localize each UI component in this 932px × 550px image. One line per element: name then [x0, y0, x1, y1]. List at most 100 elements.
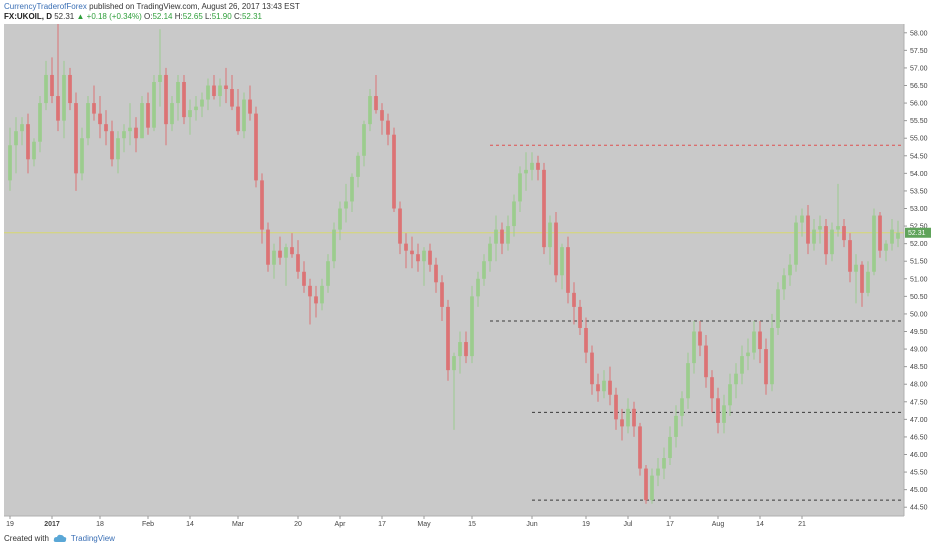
- candle-bear: [314, 296, 318, 304]
- candle-bull: [344, 201, 348, 209]
- candle-bull: [722, 405, 726, 423]
- candle-bull: [326, 261, 330, 286]
- candle-bear: [50, 74, 54, 97]
- candle-bull: [794, 222, 798, 265]
- candle-bull: [668, 436, 672, 459]
- y-tick-label: 45.50: [910, 470, 928, 477]
- candle-bear: [842, 226, 846, 241]
- candle-bull: [122, 131, 126, 139]
- x-tick-label: 19: [6, 521, 14, 528]
- candle-bull: [320, 285, 324, 304]
- candle-bear: [134, 127, 138, 139]
- candle-bear: [428, 250, 432, 265]
- candle-bull: [854, 264, 858, 272]
- candle-bull: [812, 229, 816, 244]
- x-tick-label: Feb: [142, 521, 154, 528]
- candle-bear: [386, 120, 390, 135]
- y-tick-label: 47.00: [910, 417, 928, 424]
- candle-bull: [674, 415, 678, 437]
- candle-bull: [80, 138, 84, 174]
- candle-bull: [62, 74, 66, 121]
- symbol-label: FX:UKOIL, D: [4, 12, 52, 21]
- candle-bear: [614, 394, 618, 420]
- candle-bull: [740, 356, 744, 374]
- candle-bear: [254, 113, 258, 181]
- candle-bull: [458, 342, 462, 357]
- candle-bear: [278, 250, 282, 258]
- y-tick-label: 44.50: [910, 505, 928, 512]
- x-tick-label: May: [417, 521, 431, 528]
- candle-bear: [230, 89, 234, 107]
- tradingview-link[interactable]: TradingView: [70, 534, 115, 543]
- candle-bull: [602, 380, 606, 392]
- candle-bear: [806, 215, 810, 244]
- candle-bear: [68, 74, 72, 104]
- candle-bull: [728, 384, 732, 406]
- x-tick-label: Jun: [526, 521, 537, 528]
- candle-bear: [638, 426, 642, 469]
- candle-bull: [38, 103, 42, 142]
- candle-bull: [548, 222, 552, 248]
- candle-bull: [218, 85, 222, 97]
- candle-bull: [200, 99, 204, 107]
- last-price-tag: [905, 227, 931, 238]
- candle-bear: [374, 96, 378, 111]
- candle-bull: [20, 124, 24, 132]
- plot-background: [4, 24, 904, 516]
- candle-bull: [866, 271, 870, 293]
- price-chart[interactable]: 44.50 45.00 45.50 46.00 46.50 47.00 47.50 48.00…: [0, 24, 932, 532]
- candle-bear: [392, 134, 396, 209]
- low-label: L:: [205, 12, 212, 21]
- x-tick-label: Apr: [335, 521, 347, 528]
- candle-bear: [182, 81, 186, 118]
- y-tick-label: 57.50: [910, 48, 928, 55]
- candle-bear: [98, 113, 102, 125]
- candle-bear: [74, 103, 78, 174]
- candle-bear: [296, 254, 300, 272]
- x-tick-label: Mar: [232, 521, 245, 528]
- y-tick-label: 51.00: [910, 276, 928, 283]
- candle-bull: [356, 155, 360, 177]
- candle-bull: [338, 208, 342, 230]
- y-tick-label: 49.00: [910, 347, 928, 354]
- open-value: 52.14: [152, 12, 173, 21]
- x-tick-label: 14: [186, 521, 194, 528]
- candle-bull: [530, 162, 534, 170]
- candle-bull: [32, 141, 36, 160]
- candle-bull: [188, 110, 192, 118]
- y-tick-label: 52.00: [910, 241, 928, 248]
- y-tick-label: 53.00: [910, 206, 928, 213]
- candle-bear: [710, 377, 714, 399]
- candle-bull: [152, 81, 156, 128]
- footer: Created with TradingView: [4, 534, 115, 543]
- published-text: published on TradingView.com, August 26,…: [89, 2, 300, 11]
- candle-bear: [446, 306, 450, 371]
- candle-bear: [440, 282, 444, 307]
- candle-bear: [644, 468, 648, 501]
- candle-bull: [746, 352, 750, 357]
- y-tick-label: 57.00: [910, 65, 928, 72]
- candle-bull: [350, 176, 354, 202]
- candle-bull: [626, 408, 630, 427]
- candle-bull: [488, 243, 492, 262]
- chart-header: CurrencyTraderofForex published on Tradi…: [4, 2, 924, 24]
- candle-bull: [422, 250, 426, 262]
- x-tick-label: 21: [798, 521, 806, 528]
- candle-bull: [176, 81, 180, 104]
- candle-bear: [848, 240, 852, 272]
- y-tick-label: 53.50: [910, 188, 928, 195]
- y-tick-label: 48.00: [910, 382, 928, 389]
- candle-bull: [44, 74, 48, 104]
- publisher-link[interactable]: CurrencyTraderofForex: [4, 2, 87, 11]
- candle-bull: [128, 127, 132, 132]
- high-value: 52.65: [182, 12, 203, 21]
- candle-bear: [434, 264, 438, 283]
- candle-bull: [692, 331, 696, 364]
- candle-bull: [680, 398, 684, 416]
- candle-bear: [554, 222, 558, 276]
- candle-bear: [146, 103, 150, 128]
- x-tick-label: Jul: [624, 521, 633, 528]
- candle-bull: [818, 226, 822, 230]
- candle-bear: [704, 345, 708, 378]
- candle-bear: [536, 162, 540, 170]
